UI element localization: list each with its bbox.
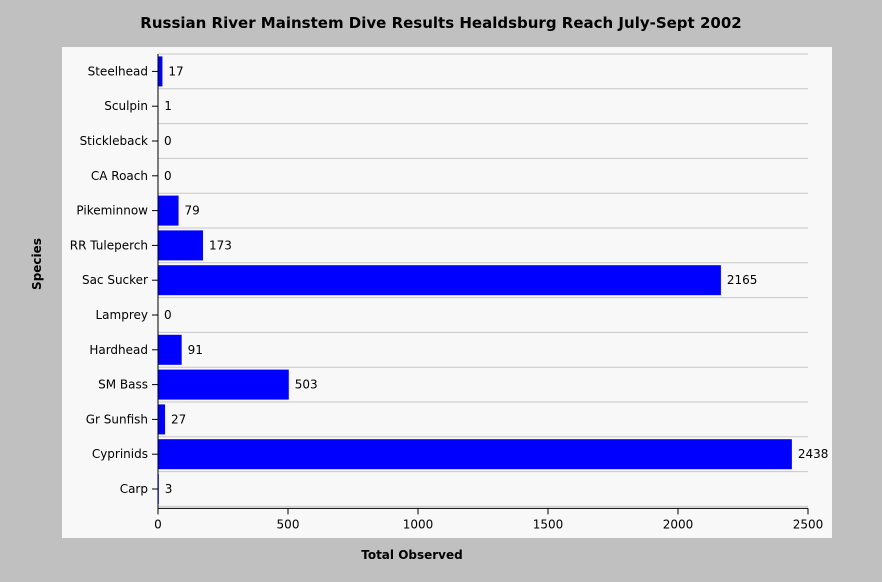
x-tick-label: 1500 — [533, 517, 564, 531]
data-label: 503 — [295, 378, 318, 392]
data-label: 173 — [209, 238, 232, 252]
data-label: 0 — [164, 169, 172, 183]
category-label: Sac Sucker — [82, 273, 148, 287]
category-label: Sculpin — [104, 99, 148, 113]
data-label: 2438 — [798, 447, 829, 461]
data-label: 3 — [165, 482, 173, 496]
x-tick-label: 1000 — [403, 517, 434, 531]
data-label: 1 — [164, 99, 172, 113]
bar-cyprinids — [158, 439, 792, 470]
x-tick-label: 2000 — [663, 517, 694, 531]
chart-title: Russian River Mainstem Dive Results Heal… — [140, 14, 742, 32]
x-tick-label: 0 — [154, 517, 162, 531]
category-label: Steelhead — [88, 64, 148, 78]
labels: Steelhead 17 Sculpin 1 Stickleback 0 CA Roach 0… — [70, 64, 829, 531]
category-label: Lamprey — [96, 308, 149, 322]
category-label: Carp — [120, 482, 148, 496]
bar-steelhead — [158, 56, 163, 87]
data-label: 0 — [164, 308, 172, 322]
data-label: 91 — [188, 343, 203, 357]
category-label: Stickleback — [80, 134, 148, 148]
x-tick-label: 2500 — [793, 517, 824, 531]
bar-gr-sunfish — [158, 404, 166, 435]
data-label: 0 — [164, 134, 172, 148]
category-label: Hardhead — [89, 343, 148, 357]
category-label: SM Bass — [98, 378, 148, 392]
bar-hardhead — [158, 334, 182, 365]
bar-pikeminnow — [158, 195, 179, 226]
grid-lines — [158, 53, 808, 507]
data-label: 79 — [185, 204, 200, 218]
bar-rr-tuleperch — [158, 230, 203, 261]
category-label: RR Tuleperch — [70, 238, 148, 252]
data-label: 2165 — [727, 273, 758, 287]
category-label: Cyprinids — [92, 447, 148, 461]
bar-sac-sucker — [158, 265, 721, 296]
x-axis-title: Total Observed — [361, 548, 463, 562]
x-tick-label: 500 — [277, 517, 300, 531]
category-label: CA Roach — [91, 169, 148, 183]
data-label: 27 — [171, 412, 186, 426]
bar-sm-bass — [158, 369, 289, 400]
bars — [158, 56, 792, 504]
axes — [152, 54, 809, 515]
data-label: 17 — [168, 64, 183, 78]
category-label: Gr Sunfish — [86, 412, 148, 426]
category-label: Pikeminnow — [76, 204, 148, 218]
